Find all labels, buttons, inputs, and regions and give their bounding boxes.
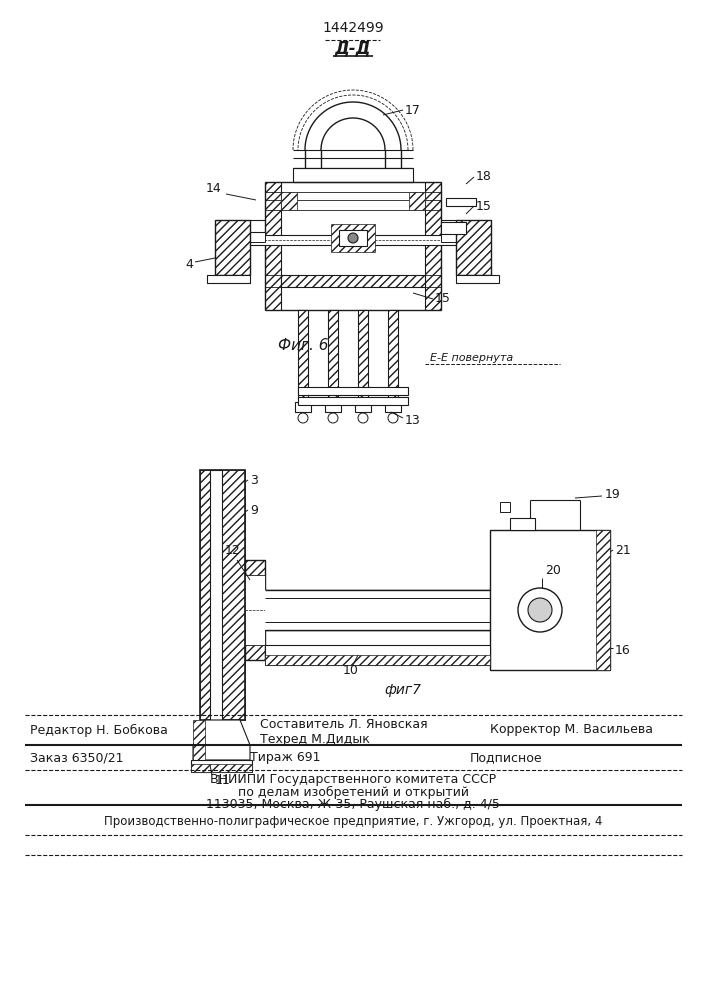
Text: Подписное: Подписное — [470, 752, 543, 764]
Text: Д-Д: Д-Д — [335, 39, 371, 57]
Text: Тираж 691: Тираж 691 — [250, 752, 320, 764]
Text: 13: 13 — [405, 414, 421, 426]
Text: 113035, Москва, Ж-35, Раушская наб., д. 4/5: 113035, Москва, Ж-35, Раушская наб., д. … — [206, 797, 500, 811]
Bar — [245, 575, 265, 645]
Bar — [265, 645, 490, 665]
Bar — [388, 310, 398, 400]
Bar — [245, 235, 461, 245]
Bar — [245, 560, 265, 660]
Bar — [295, 402, 311, 412]
Text: Фиг. 6: Фиг. 6 — [278, 338, 328, 353]
Bar — [441, 222, 466, 234]
Bar — [298, 310, 308, 400]
Bar — [298, 168, 306, 182]
Bar — [490, 530, 610, 670]
Bar — [308, 168, 316, 182]
Bar — [298, 397, 408, 405]
Bar — [325, 402, 341, 412]
Bar — [456, 275, 499, 283]
Text: 11: 11 — [215, 774, 230, 786]
Text: 15: 15 — [476, 200, 492, 213]
Circle shape — [348, 233, 358, 243]
Bar — [385, 402, 401, 412]
Text: Составитель Л. Яновская: Составитель Л. Яновская — [260, 718, 428, 730]
Text: фиг7: фиг7 — [385, 683, 421, 697]
Text: Техред М.Дидык: Техред М.Дидык — [260, 732, 370, 746]
Bar — [328, 310, 338, 400]
Text: 17: 17 — [405, 104, 421, 116]
Bar — [235, 232, 265, 242]
Bar — [358, 310, 368, 400]
Text: Корректор М. Васильева: Корректор М. Васильева — [490, 724, 653, 736]
Bar — [388, 310, 398, 400]
Bar — [265, 590, 490, 630]
Text: Заказ 6350/21: Заказ 6350/21 — [30, 752, 124, 764]
Bar — [446, 198, 476, 206]
Circle shape — [528, 598, 552, 622]
Bar — [510, 518, 535, 530]
Bar — [207, 275, 250, 283]
Bar — [425, 182, 441, 310]
Bar — [328, 310, 338, 400]
Text: Производственно-полиграфическое предприятие, г. Ужгород, ул. Проектная, 4: Производственно-полиграфическое предприя… — [104, 816, 602, 828]
Text: 20: 20 — [545, 564, 561, 576]
Bar — [331, 224, 375, 252]
Bar — [215, 220, 250, 275]
Circle shape — [358, 413, 368, 423]
Circle shape — [518, 588, 562, 632]
Bar — [298, 387, 408, 395]
Text: 12: 12 — [225, 544, 241, 556]
Text: 14: 14 — [206, 182, 222, 194]
Text: 4: 4 — [185, 258, 193, 271]
Bar — [339, 230, 367, 246]
Text: 15: 15 — [435, 292, 451, 306]
Text: 1442499: 1442499 — [322, 21, 384, 35]
Text: Редактор Н. Бобкова: Редактор Н. Бобкова — [30, 723, 168, 737]
Text: 21: 21 — [615, 544, 631, 556]
Bar — [293, 168, 413, 182]
Bar — [298, 310, 308, 400]
Bar — [191, 760, 252, 772]
Circle shape — [388, 413, 398, 423]
Text: 18: 18 — [476, 170, 492, 184]
Bar — [193, 720, 205, 760]
Bar — [500, 502, 510, 512]
Circle shape — [328, 413, 338, 423]
Bar — [409, 192, 425, 210]
Text: 3: 3 — [250, 474, 258, 487]
Polygon shape — [193, 720, 250, 760]
Text: 19: 19 — [605, 488, 621, 502]
Text: 9: 9 — [250, 504, 258, 516]
Text: ВНИИПИ Государственного комитета СССР: ВНИИПИ Государственного комитета СССР — [210, 774, 496, 786]
Bar — [456, 220, 491, 275]
Bar — [191, 764, 252, 772]
Bar — [200, 470, 245, 720]
Text: по делам изобретений и открытий: по делам изобретений и открытий — [238, 785, 469, 799]
Bar — [215, 220, 250, 275]
Bar — [355, 402, 371, 412]
Bar — [390, 168, 398, 182]
Bar — [265, 655, 490, 665]
Bar — [596, 530, 610, 670]
Bar — [358, 310, 368, 400]
Bar — [400, 168, 408, 182]
Bar — [456, 220, 491, 275]
Bar — [441, 232, 471, 242]
Bar — [281, 192, 297, 210]
Text: 16: 16 — [615, 644, 631, 656]
Text: 10: 10 — [343, 664, 359, 676]
Bar — [281, 275, 425, 287]
Text: Е-Е повернута: Е-Е повернута — [430, 353, 513, 363]
Bar — [210, 470, 222, 720]
Bar — [245, 560, 265, 660]
Bar — [281, 275, 425, 287]
Circle shape — [298, 413, 308, 423]
Bar — [200, 470, 245, 720]
Bar — [265, 182, 281, 310]
